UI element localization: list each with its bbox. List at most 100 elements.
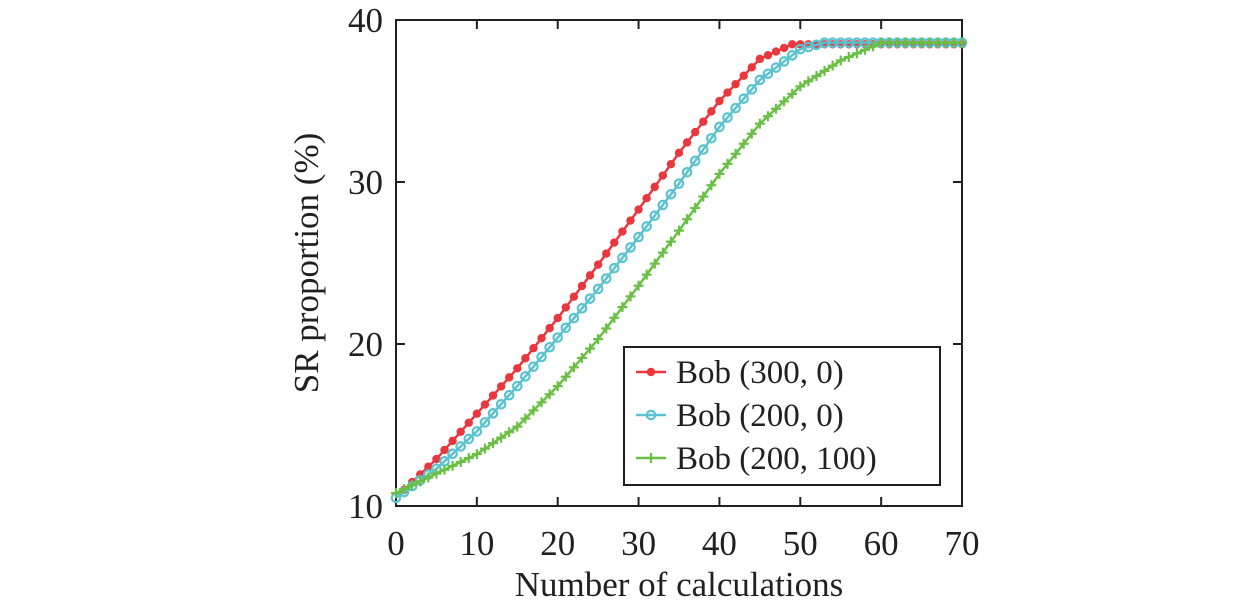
- data-point: [617, 302, 628, 313]
- data-point: [650, 182, 659, 192]
- data-point: [553, 313, 562, 323]
- data-point: [625, 291, 636, 302]
- data-point: [455, 456, 466, 467]
- data-point: [545, 323, 554, 333]
- y-tick-label: 30: [348, 163, 383, 202]
- data-point: [585, 271, 595, 280]
- data-point: [730, 102, 741, 114]
- legend-label: Bob (200, 0): [676, 398, 844, 434]
- data-point: [682, 138, 692, 147]
- data-point: [521, 354, 530, 363]
- data-point: [771, 103, 782, 114]
- data-point: [714, 168, 725, 179]
- data-point: [779, 96, 790, 107]
- data-point: [626, 216, 635, 225]
- x-tick-label: 40: [702, 524, 737, 563]
- data-point: [560, 371, 571, 382]
- data-point: [520, 371, 531, 382]
- data-point: [697, 144, 709, 155]
- data-point: [464, 418, 473, 427]
- data-point: [633, 231, 644, 243]
- data-point: [645, 409, 657, 421]
- data-point: [641, 269, 652, 280]
- data-point: [480, 400, 490, 409]
- data-point: [472, 409, 482, 418]
- data-point: [391, 488, 401, 499]
- data-point: [431, 468, 442, 479]
- series: [391, 37, 967, 499]
- data-point: [561, 303, 570, 312]
- data-point: [957, 37, 967, 48]
- y-tick-label: 40: [348, 1, 383, 40]
- data-point: [642, 194, 651, 203]
- legend: Bob (300, 0) Bob (200, 0) Bob (200, 100): [623, 346, 941, 486]
- data-point: [811, 71, 822, 82]
- data-point: [682, 214, 693, 225]
- data-point: [560, 322, 572, 334]
- data-point: [513, 364, 522, 373]
- data-point: [762, 111, 773, 122]
- data-point: [463, 453, 474, 464]
- data-point: [827, 60, 838, 71]
- data-point: [471, 426, 483, 437]
- data-point: [665, 236, 676, 247]
- data-point: [415, 476, 426, 487]
- data-point: [609, 312, 620, 323]
- data-point: [746, 84, 758, 95]
- data-point: [722, 158, 733, 169]
- data-point: [787, 88, 798, 99]
- data-point: [488, 391, 498, 400]
- data-point: [689, 155, 701, 167]
- x-tick-label: 60: [864, 524, 899, 563]
- data-point: [552, 381, 563, 392]
- data-point: [731, 79, 740, 89]
- data-point: [600, 273, 612, 284]
- data-point: [440, 445, 449, 455]
- data-point: [505, 373, 514, 382]
- legend-items: Bob (300, 0) Bob (200, 0) Bob (200, 100): [636, 355, 877, 477]
- data-point: [423, 472, 434, 483]
- x-tick-label: 0: [387, 524, 405, 563]
- data-point: [738, 138, 749, 149]
- data-point: [569, 292, 579, 301]
- data-point: [479, 443, 490, 454]
- data-point: [649, 210, 661, 221]
- series: [390, 37, 968, 504]
- data-point: [471, 449, 482, 460]
- data-point: [649, 258, 660, 269]
- data-point: [763, 51, 773, 60]
- data-point: [690, 127, 700, 137]
- data-point: [778, 56, 790, 67]
- data-point: [447, 448, 458, 460]
- data-point: [512, 421, 523, 432]
- legend-item: Bob (200, 100): [636, 441, 877, 477]
- data-point: [448, 436, 457, 446]
- data-point: [479, 417, 491, 428]
- data-point: [730, 148, 741, 159]
- data-point: [715, 96, 724, 106]
- legend-label: Bob (300, 0): [676, 355, 844, 391]
- data-point: [585, 343, 596, 354]
- data-point: [537, 333, 546, 343]
- data-point: [439, 464, 450, 475]
- data-point: [762, 68, 774, 80]
- data-point: [835, 55, 846, 66]
- data-point: [698, 191, 709, 202]
- data-point: [609, 262, 620, 274]
- data-point: [529, 344, 538, 353]
- y-axis-title: SR proportion (%): [287, 133, 326, 394]
- data-point: [576, 352, 587, 363]
- data-point: [511, 380, 523, 392]
- data-point: [496, 382, 506, 391]
- data-point: [544, 341, 555, 353]
- plot-frame: [395, 19, 963, 507]
- data-point: [665, 189, 677, 200]
- data-point: [746, 128, 757, 139]
- data-point: [714, 121, 725, 133]
- data-point: [699, 117, 708, 126]
- x-tick-label: 10: [459, 524, 494, 563]
- data-point: [843, 51, 854, 62]
- legend-label: Bob (200, 100): [676, 441, 877, 477]
- data-point: [432, 454, 441, 464]
